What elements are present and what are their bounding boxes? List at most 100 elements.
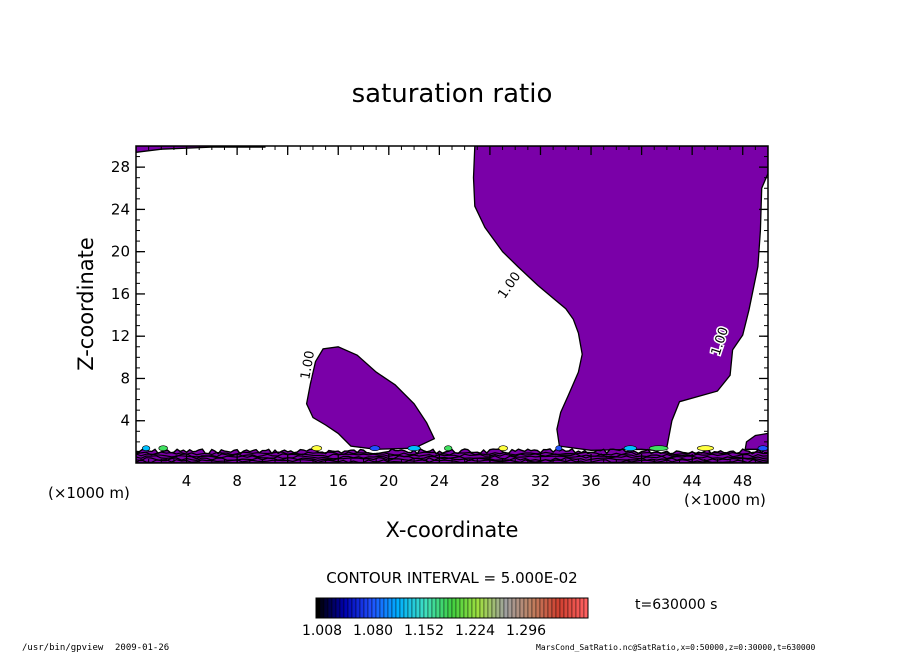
time-label: t=630000 s — [635, 597, 717, 613]
surface-speckle — [555, 445, 563, 452]
colorbar-tick-label: 1.152 — [404, 623, 444, 639]
colorbar-cell — [439, 597, 445, 619]
colorbar-cell — [551, 597, 557, 619]
colorbar-cell — [539, 597, 545, 619]
colorbar-cell — [423, 597, 429, 619]
surface-speckle — [369, 445, 381, 452]
colorbar-cell — [427, 597, 433, 619]
colorbar-cell — [403, 597, 409, 619]
surface-speckle — [498, 445, 508, 452]
surface-contour-1 — [136, 451, 768, 456]
colorbar-cell — [363, 597, 369, 619]
region-3 — [472, 146, 768, 451]
colorbar-cell — [563, 597, 569, 619]
colorbar-cell — [571, 597, 577, 619]
colorbar-cell — [355, 597, 361, 619]
surface-speckle — [623, 445, 637, 452]
y-tick-label: 24 — [111, 200, 130, 218]
colorbar-cell — [407, 597, 413, 619]
colorbar-cell — [491, 597, 497, 619]
colorbar-cell — [471, 597, 477, 619]
colorbar: 1.008 1.080 1.152 1.224 1.296 — [302, 597, 589, 639]
x-tick-label: 48 — [733, 472, 752, 490]
x-tick-label: 44 — [683, 472, 702, 490]
surface-speckle — [444, 445, 453, 452]
x-tick-label: 24 — [430, 472, 449, 490]
colorbar-cell — [323, 597, 329, 619]
colorbar-cell — [555, 597, 561, 619]
colorbar-cell — [527, 597, 533, 619]
x-tick-label: 40 — [632, 472, 651, 490]
surface-speckle — [757, 445, 768, 452]
colorbar-cell — [331, 597, 337, 619]
colorbar-cell — [399, 597, 405, 619]
colorbar-cell — [387, 597, 393, 619]
colorbar-cell — [371, 597, 377, 619]
plot-content: 1.001.001.00 — [136, 146, 768, 463]
surface-speckle — [158, 445, 168, 452]
y-tick-label: 8 — [120, 369, 130, 387]
region-2 — [305, 346, 436, 450]
colorbar-cell — [543, 597, 549, 619]
colorbar-cell — [327, 597, 333, 619]
y-axis-label: Z-coordinate — [74, 237, 98, 371]
footer-program: /usr/bin/gpview — [22, 643, 104, 653]
colorbar-cell — [351, 597, 357, 619]
colorbar-cell — [447, 597, 453, 619]
y-tick-label: 16 — [111, 285, 130, 303]
footer-source: MarsCond_SatRatio.nc@SatRatio,x=0:50000,… — [536, 643, 816, 652]
x-tick-label: 16 — [329, 472, 348, 490]
colorbar-cell — [535, 597, 541, 619]
colorbar-cell — [507, 597, 513, 619]
colorbar-cell — [575, 597, 581, 619]
x-tick-label: 20 — [379, 472, 398, 490]
colorbar-cell — [383, 597, 389, 619]
colorbar-cell — [495, 597, 501, 619]
colorbar-cell — [499, 597, 505, 619]
colorbar-cell — [579, 597, 585, 619]
surface-speckle — [407, 445, 421, 452]
x-tick-label: 4 — [182, 472, 192, 490]
contour-label: 1.00 — [298, 350, 318, 381]
colorbar-cell — [583, 597, 589, 619]
colorbar-cell — [531, 597, 537, 619]
colorbar-cell — [339, 597, 345, 619]
colorbar-cell — [379, 597, 385, 619]
colorbar-cell — [463, 597, 469, 619]
x-tick-label: 12 — [278, 472, 297, 490]
x-axis-unit: (×1000 m) — [684, 491, 766, 509]
surface-speckle — [696, 445, 714, 452]
colorbar-cell — [511, 597, 517, 619]
colorbar-cell — [567, 597, 573, 619]
colorbar-cell — [431, 597, 437, 619]
colorbar-tick-label: 1.224 — [455, 623, 495, 639]
colorbar-cell — [487, 597, 493, 619]
colorbar-cell — [315, 597, 321, 619]
colorbar-cell — [343, 597, 349, 619]
colorbar-cell — [415, 597, 421, 619]
x-tick-label: 36 — [581, 472, 600, 490]
colorbar-cell — [419, 597, 425, 619]
colorbar-cell — [503, 597, 509, 619]
plot-area: 1.001.001.00 — [136, 146, 768, 463]
colorbar-cell — [411, 597, 417, 619]
surface-speckle — [311, 445, 323, 452]
y-tick-label: 12 — [111, 327, 130, 345]
x-axis-label: X-coordinate — [386, 518, 519, 542]
colorbar-cell — [467, 597, 473, 619]
colorbar-tick-label: 1.296 — [506, 623, 546, 639]
colorbar-frame — [315, 597, 589, 619]
colorbar-cell — [395, 597, 401, 619]
region-4 — [744, 432, 768, 450]
colorbar-cell — [319, 597, 325, 619]
colorbar-cell — [475, 597, 481, 619]
surface-contour-4 — [136, 457, 768, 462]
surface-speckle — [142, 445, 151, 452]
colorbar-cell — [523, 597, 529, 619]
colorbar-tick-label: 1.008 — [302, 623, 342, 639]
colorbar-cell — [435, 597, 441, 619]
region-1 — [136, 146, 266, 153]
colorbar-cell — [375, 597, 381, 619]
